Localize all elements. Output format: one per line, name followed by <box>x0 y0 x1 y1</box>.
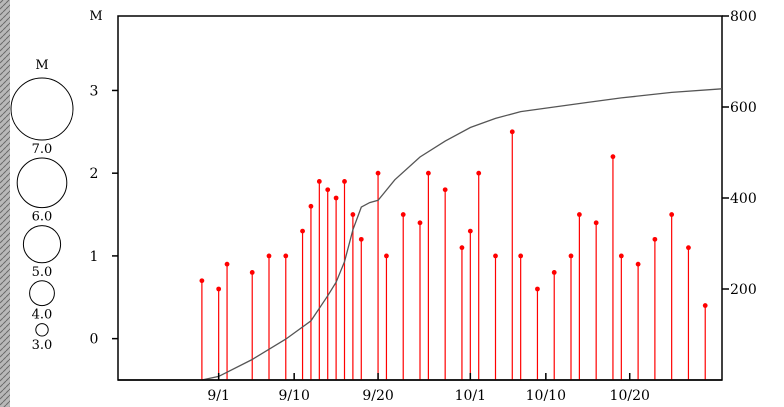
event-point <box>425 170 431 176</box>
left-tick-label: 1 <box>90 249 99 265</box>
event-point <box>249 270 255 275</box>
event-point <box>476 170 482 176</box>
legend-svg: M 7.0 6.0 5.0 4.0 3.0 <box>0 0 88 407</box>
cumulative-count-line <box>201 88 723 381</box>
event-point <box>576 212 582 217</box>
event-point <box>635 261 641 267</box>
event-point <box>224 261 230 267</box>
event-point <box>300 228 305 234</box>
x-tick-label: 10/1 <box>455 388 486 404</box>
event-point <box>375 170 381 176</box>
left-tick-label: 2 <box>90 166 99 182</box>
event-point <box>493 253 498 259</box>
legend-circle <box>22 225 62 264</box>
left-axis-label: M <box>89 9 102 24</box>
event-point <box>702 303 708 308</box>
event-point <box>342 179 347 184</box>
event-point <box>669 212 675 217</box>
event-point <box>618 253 624 259</box>
event-point <box>593 220 599 226</box>
right-tick-label: 600 <box>730 100 757 116</box>
left-tick-label: 0 <box>90 332 99 348</box>
event-point <box>509 129 515 135</box>
right-tick-label: 200 <box>730 282 757 298</box>
event-point <box>686 245 691 251</box>
left-tick-label: 3 <box>90 83 99 99</box>
event-point <box>610 154 616 160</box>
event-point <box>316 179 322 184</box>
event-stems <box>199 129 708 380</box>
event-point <box>199 278 205 284</box>
event-point <box>535 286 540 292</box>
right-axis: 200 400 600 800 <box>722 9 757 298</box>
date-axis: 9/1 9/10 9/20 10/1 10/10 10/20 <box>207 373 650 404</box>
x-tick-label: 9/20 <box>362 388 393 404</box>
event-point <box>325 187 331 193</box>
event-point <box>518 253 524 259</box>
event-point <box>216 286 222 292</box>
event-point <box>308 203 314 209</box>
right-tick-label: 800 <box>730 9 757 25</box>
event-point <box>283 253 289 259</box>
legend-label: 3.0 <box>32 338 53 353</box>
event-point <box>467 228 473 234</box>
x-tick-label: 10/10 <box>526 388 566 404</box>
terrain-map-edge <box>0 0 10 407</box>
event-point <box>384 253 389 259</box>
map-legend-panel: M 7.0 6.0 5.0 4.0 3.0 <box>0 0 88 407</box>
legend-circle <box>35 323 49 337</box>
legend-label: 4.0 <box>32 308 53 323</box>
x-tick-label: 9/10 <box>278 388 309 404</box>
legend-circle <box>29 280 55 307</box>
event-point <box>400 212 406 217</box>
legend-label: 5.0 <box>32 265 53 280</box>
event-point <box>333 195 339 201</box>
event-point <box>568 253 574 259</box>
legend-heading: M <box>35 58 48 73</box>
event-point <box>417 220 423 226</box>
legend-circle <box>16 157 68 209</box>
x-tick-label: 9/1 <box>207 388 230 404</box>
event-point <box>442 187 448 193</box>
right-tick-label: 400 <box>730 191 757 207</box>
legend-label: 6.0 <box>32 210 53 225</box>
event-point <box>358 236 364 242</box>
event-point <box>350 212 356 217</box>
legend-circle <box>10 77 74 141</box>
x-tick-label: 10/20 <box>610 388 650 404</box>
event-point <box>459 245 465 251</box>
event-point <box>266 253 272 259</box>
legend-label: 7.0 <box>32 142 53 157</box>
left-axis: 0 1 2 3 <box>90 83 118 348</box>
event-point <box>551 270 557 275</box>
event-point <box>652 236 658 242</box>
